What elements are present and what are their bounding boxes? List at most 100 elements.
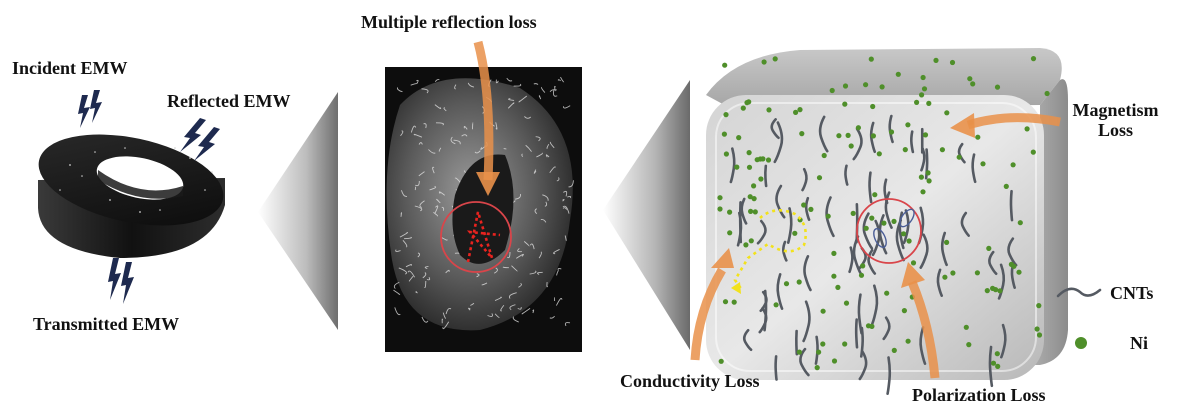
sem-fiber [423,123,427,129]
cnt-strand [857,293,863,335]
sem-fiber [541,86,546,93]
ni-particle [994,351,1000,357]
magnetism-loss-label: Magnetism Loss [1068,100,1163,140]
cnt-strand [960,211,970,237]
sem-fiber [555,298,563,306]
ni-particle [967,76,973,82]
conductivity-loss-arrowhead [711,248,734,268]
sem-fiber [421,316,429,323]
sem-fiber [508,98,515,101]
ni-particle [796,279,802,285]
cnt-strand [804,196,811,221]
conduction-arrowhead [731,282,741,294]
sem-fiber [445,308,452,315]
sem-fiber [410,125,417,133]
sem-fiber [454,84,457,90]
ni-particle [963,324,969,330]
ni-particle [746,164,753,170]
sem-fiber [546,282,549,288]
sem-fiber [567,195,572,199]
ni-particle [1017,220,1023,226]
magnetism-loss-arrow [966,113,1061,130]
ni-particle [918,174,925,180]
polarization-highlight-circle [856,198,922,264]
sem-fiber [400,130,404,137]
sem-fiber [442,312,447,319]
sem-fiber [407,270,415,278]
ni-particle [881,220,887,226]
sem-fiber [533,83,539,85]
ni-particle [879,84,885,90]
sem-fiber [438,191,446,196]
ni-particle [717,195,723,201]
sem-fiber [441,206,445,211]
sem-fiber [540,219,547,223]
ni-particle [831,273,837,279]
ni-particle [944,110,950,116]
sem-fiber [393,289,401,295]
ni-particle [718,358,724,364]
sem-fiber [509,304,516,311]
ni-particle [974,270,981,276]
cnt-strand [988,250,998,275]
ni-particle [933,57,939,64]
sem-fiber [463,125,468,130]
sem-fiber [538,251,542,259]
ni-particle [905,122,911,128]
legend-cnt-swatch [1056,287,1102,298]
ni-particle [831,358,838,364]
sem-fiber [536,152,543,158]
sem-fiber [438,147,442,152]
legend-cnts-label: CNTs [1110,283,1154,303]
sem-fiber [434,104,442,109]
sem-fiber [415,181,420,187]
sem-fiber [557,79,561,82]
ring-absorber-icon [38,134,225,258]
sem-fiber [404,236,412,240]
ni-particle [990,360,997,366]
transmitted-emw-label: Transmitted EMW [33,314,180,334]
cnt-strand [740,197,748,225]
sem-fiber [563,190,568,197]
ni-particle [1044,90,1050,97]
sem-fiber [428,149,436,154]
sem-fiber [532,309,535,314]
sem-fiber [481,282,488,286]
sem-fiber [521,153,523,157]
ni-particle [891,347,897,353]
legend-ni-swatch [1075,337,1087,349]
ni-particle [821,152,827,159]
sem-fiber [405,264,412,268]
ni-particle [920,189,926,195]
ni-particle [980,161,986,167]
cnt-strand [786,207,793,244]
ni-particle [825,213,831,219]
sem-fiber [537,271,543,275]
reflected-emw-label: Reflected EMW [167,91,291,111]
sem-fiber [426,276,431,281]
ni-particle [1034,326,1040,332]
reflection-highlight-circle [440,201,512,273]
cnt-strand [774,355,778,381]
ni-particle [901,231,907,237]
ni-particle [920,74,926,81]
cnt-strand [770,118,780,140]
sem-fiber [433,211,438,217]
ni-particle [995,363,1001,369]
ni-particle [944,239,950,245]
sem-fiber [529,243,535,250]
ni-particle [743,242,749,248]
sem-fiber [450,136,456,145]
sem-fiber [417,252,421,258]
ni-particle [870,133,877,139]
sem-fiber [410,83,417,86]
sem-fiber [538,95,542,100]
sem-fiber [564,235,567,241]
ni-particle [926,100,932,106]
cnt-strand [883,178,889,205]
cnt-strand [902,209,910,245]
cnt-strand [844,164,849,186]
ni-particle [751,183,757,189]
ni-particle [950,270,956,276]
ni-particle [748,208,754,214]
